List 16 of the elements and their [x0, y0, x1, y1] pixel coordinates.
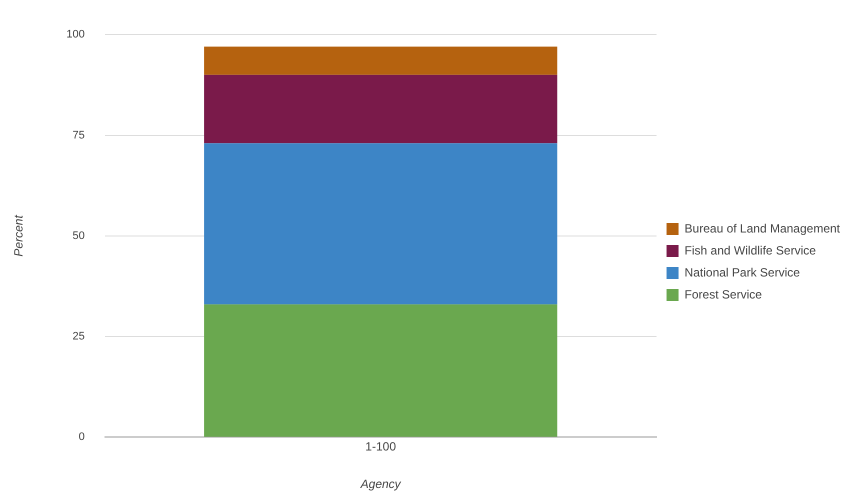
x-tick-label: 1-100 [365, 440, 396, 454]
y-tick-label: 100 [66, 28, 85, 41]
legend-label: National Park Service [684, 265, 800, 280]
y-axis-title: Percent [12, 214, 26, 257]
x-axis-title: Agency [360, 477, 402, 492]
y-tick-label: 0 [78, 431, 85, 444]
y-tick-label: 25 [72, 330, 85, 343]
legend-label: Forest Service [684, 287, 762, 302]
legend-label: Bureau of Land Management [684, 221, 841, 236]
y-tick-label: 75 [72, 129, 85, 142]
bar [204, 143, 558, 304]
bar [204, 304, 558, 437]
bar [204, 46, 558, 75]
y-tick-label: 50 [72, 230, 85, 242]
legend-label: Fish and Wildlife Service [684, 243, 816, 258]
bar [204, 74, 558, 144]
